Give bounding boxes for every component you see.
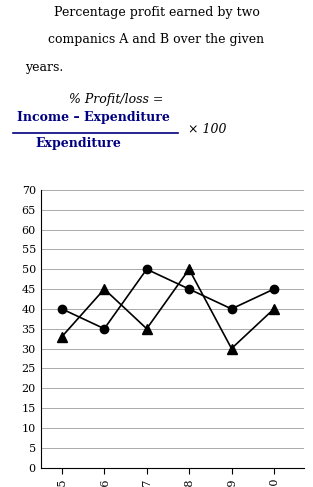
- Text: × 100: × 100: [188, 123, 226, 136]
- Text: % Profit/loss =: % Profit/loss =: [69, 93, 163, 106]
- Text: Income – Expenditure: Income – Expenditure: [18, 111, 170, 124]
- Text: years.: years.: [25, 61, 63, 74]
- Text: Percentage profit earned by two: Percentage profit earned by two: [54, 5, 259, 19]
- Text: Expenditure: Expenditure: [35, 137, 121, 150]
- Text: companics A and B over the given: companics A and B over the given: [49, 33, 264, 46]
